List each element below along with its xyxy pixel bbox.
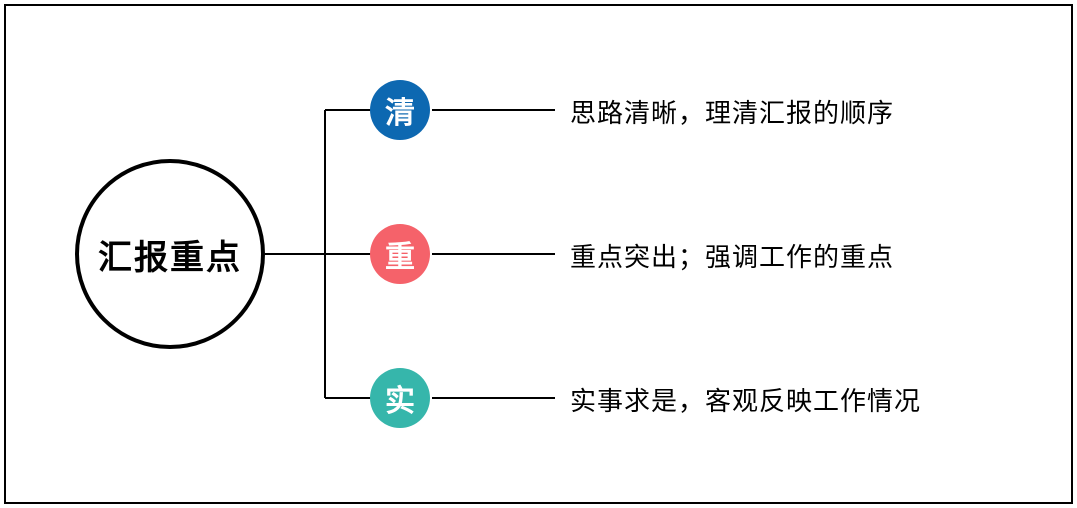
connector-branch-shi xyxy=(325,397,373,399)
connector-desc-shi xyxy=(432,397,555,399)
badge-zhong: 重 xyxy=(370,224,430,284)
connector-desc-zhong xyxy=(432,253,555,255)
badge-char-zhong: 重 xyxy=(385,232,415,276)
root-node-label: 汇报重点 xyxy=(98,230,242,279)
badge-char-qing: 清 xyxy=(385,88,415,132)
desc-shi: 实事求是，客观反映工作情况 xyxy=(570,381,921,418)
desc-zhong: 重点突出；强调工作的重点 xyxy=(570,237,894,274)
badge-char-shi: 实 xyxy=(385,376,415,420)
desc-qing: 思路清晰，理清汇报的顺序 xyxy=(570,93,894,130)
connector-branch-zhong xyxy=(325,253,373,255)
badge-qing: 清 xyxy=(370,80,430,140)
connector-trunk xyxy=(265,253,325,255)
connector-desc-qing xyxy=(432,109,555,111)
connector-branch-qing xyxy=(325,109,373,111)
root-node: 汇报重点 xyxy=(75,159,265,349)
badge-shi: 实 xyxy=(370,368,430,428)
